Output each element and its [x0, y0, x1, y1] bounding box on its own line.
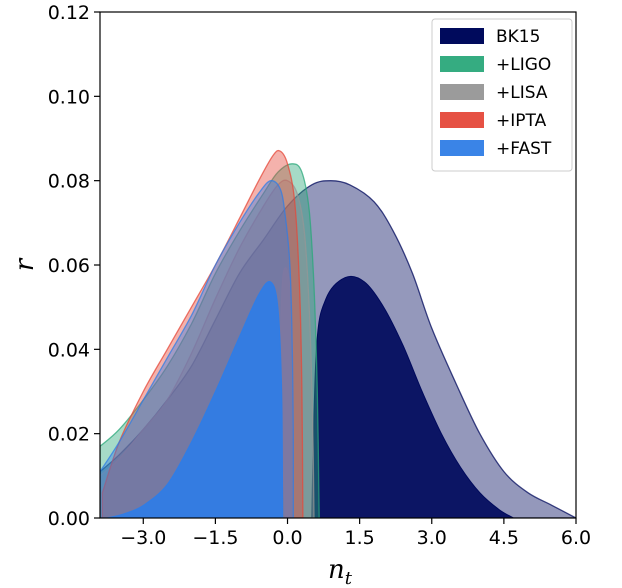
legend-swatch-fast: [440, 140, 484, 156]
legend-label-fast: +FAST: [496, 139, 552, 159]
x-axis-title-main: n: [328, 555, 345, 585]
x-tick-label: 6.0: [561, 527, 591, 549]
x-tick-label: −3.0: [120, 527, 166, 549]
x-axis-title-subscript: t: [345, 568, 353, 588]
contour-inner-fast: [107, 280, 284, 518]
legend-swatch-lisa: [440, 84, 484, 100]
legend-label-ligo: +LIGO: [496, 55, 551, 75]
x-tick-label: 1.5: [345, 527, 375, 549]
y-tick-label: 0.12: [48, 2, 90, 24]
legend-swatch-ipta: [440, 112, 484, 128]
y-tick-label: 0.10: [48, 86, 90, 108]
series-fast: [100, 179, 294, 518]
y-axis-title: r: [10, 257, 40, 271]
ticks-layer: −3.0 −1.5 0.0 1.5 3.0 4.5 6.0 0.00 0.02 0.04 0.06 0…: [48, 2, 591, 549]
contour-inner-bk15: [311, 275, 515, 518]
x-axis-title: nt: [328, 555, 353, 588]
x-tick-label: −1.5: [192, 527, 238, 549]
y-tick-label: 0.04: [48, 339, 90, 361]
y-tick-label: 0.06: [48, 255, 90, 277]
y-tick-label: 0.08: [48, 171, 90, 193]
y-tick-label: 0.02: [48, 424, 90, 446]
series-layer: [100, 149, 576, 518]
y-tick-label: 0.00: [48, 508, 90, 530]
x-tick-label: 0.0: [272, 527, 302, 549]
legend-label-bk15: BK15: [496, 27, 540, 47]
legend-label-ipta: +IPTA: [496, 111, 547, 131]
legend-label-lisa: +LISA: [496, 83, 548, 103]
x-tick-label: 3.0: [417, 527, 447, 549]
legend: BK15 +LIGO +LISA +IPTA +FAST: [431, 18, 573, 172]
legend-swatch-bk15: [440, 28, 484, 44]
x-tick-label: 4.5: [489, 527, 519, 549]
legend-swatch-ligo: [440, 56, 484, 72]
